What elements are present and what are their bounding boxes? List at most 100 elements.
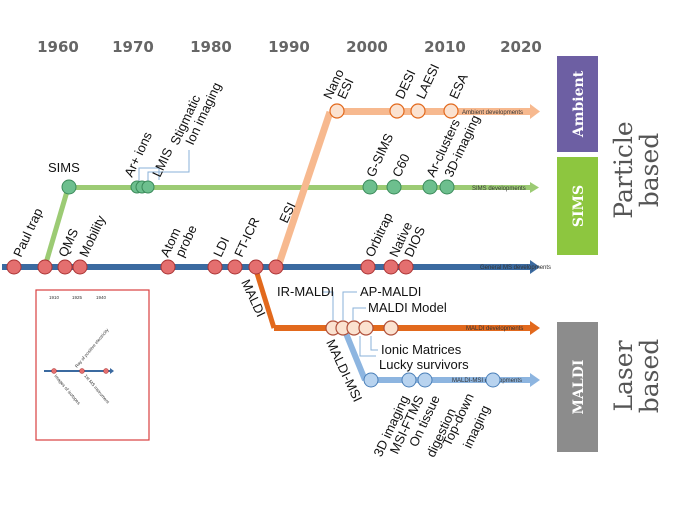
inset-arrowhead: [110, 368, 114, 374]
node-ldi: [207, 259, 223, 275]
ambient-bar: [330, 108, 530, 115]
ambient-labels: Nano ESI DESI LAESI ESA: [320, 62, 471, 102]
category-ambient: Ambient: [557, 56, 598, 152]
node-dios: [398, 259, 414, 275]
node-msi-ftms: [417, 372, 433, 388]
general-ms-line-label: General MS developments: [480, 265, 551, 271]
node-maldi-origin: [248, 259, 264, 275]
side-title-particle-line2: based: [635, 133, 664, 208]
label-laesi: LAESI: [413, 62, 442, 102]
side-title-laser-line1: Laser: [609, 340, 638, 411]
category-maldi-label: MALDI: [571, 360, 587, 415]
inset-node: [51, 368, 57, 374]
maldi-branch: [253, 269, 277, 329]
node-3d-imaging-msi: [401, 372, 417, 388]
connector-maldi-model: [352, 307, 366, 320]
maldi-arrowhead: [530, 321, 540, 335]
maldi-msi-bar: [365, 377, 530, 383]
category-sims-box: [557, 157, 598, 255]
general-ms-bar: [2, 264, 532, 270]
node-maldi-msi: [363, 372, 379, 388]
inset-year: 1910: [49, 295, 60, 300]
node-esi: [268, 259, 284, 275]
year-label: 1980: [190, 38, 232, 56]
inset-border: [35, 289, 150, 441]
label-ionic-matrices: Ionic Matrices: [381, 342, 462, 357]
connector-stigmatic: [147, 150, 190, 186]
node-sims-origin: [37, 259, 53, 275]
node-orbitrap: [360, 259, 376, 275]
node-nano-esi: [329, 103, 345, 119]
general-ms-line: General MS developments: [2, 260, 551, 274]
inset-node: [103, 368, 109, 374]
node-atom-probe: [160, 259, 176, 275]
inset-timeline: 1910 1925 1940 Ray of positive electrici…: [35, 289, 150, 441]
connector-ionic: [370, 336, 378, 351]
side-title-particle: Particle based: [609, 121, 664, 218]
node-native: [383, 259, 399, 275]
sims-branch: [43, 187, 71, 264]
maldi-msi-labels: 3D imaging MSI-FTMS On tissue digestion …: [370, 391, 492, 460]
sims-arrowhead: [530, 182, 539, 193]
sims-nodes: [61, 179, 455, 195]
node-qms: [57, 259, 73, 275]
maldi-line-label: MALDI developments: [466, 326, 523, 332]
inset-year: 1925: [72, 295, 83, 300]
node-lucky-survivors: [358, 320, 374, 336]
node-ft-icr: [227, 259, 243, 275]
node-ionic-matrices: [383, 320, 399, 336]
side-title-particle-line1: Particle: [609, 121, 638, 218]
connector-ap-maldi: [342, 291, 357, 320]
node-c60: [386, 179, 402, 195]
label-esa: ESA: [446, 71, 471, 101]
label-paul-trap: Paul trap: [10, 206, 46, 260]
general-nodes: [6, 259, 414, 275]
label-ldi: LDI: [210, 235, 232, 260]
category-sims-label: SIMS: [571, 185, 587, 227]
year-label: 2010: [424, 38, 466, 56]
year-label: 1970: [112, 38, 154, 56]
category-maldi-box: [557, 322, 598, 452]
inset-year: 1940: [96, 295, 107, 300]
maldi-msi-branch: [342, 329, 368, 382]
label-sims: SIMS: [48, 160, 80, 175]
inset-node: [79, 368, 85, 374]
node-g-sims: [362, 179, 378, 195]
label-lmis: LMIS: [149, 145, 176, 179]
node-3d-imaging: [439, 179, 455, 195]
label-c60: C60: [389, 151, 413, 179]
node-mobility: [72, 259, 88, 275]
year-label: 1960: [37, 38, 79, 56]
maldi-msi-arrowhead: [530, 373, 540, 387]
maldi-line: MALDI developments: [253, 269, 540, 335]
maldi-msi-nodes: [363, 372, 501, 388]
category-sims: SIMS: [557, 157, 598, 255]
sims-bar: [68, 185, 530, 190]
sims-line-label: SIMS developments: [472, 186, 526, 192]
ambient-line: Ambient developments: [275, 104, 540, 266]
node-paul-trap: [6, 259, 22, 275]
label-ir-maldi: IR-MALDI: [277, 284, 334, 299]
node-esa: [443, 103, 459, 119]
node-stigmatic: [141, 180, 155, 194]
category-ambient-label: Ambient: [571, 70, 587, 138]
label-lucky-survivors: Lucky survivors: [379, 357, 469, 372]
node-top-down: [485, 372, 501, 388]
node-laesi: [410, 103, 426, 119]
ambient-branch: [275, 110, 334, 266]
category-maldi: MALDI: [557, 322, 598, 452]
connector-ir-maldi: [322, 291, 334, 320]
maldi-bar: [274, 325, 530, 331]
connector-lucky: [359, 336, 376, 357]
ambient-line-label: Ambient developments: [462, 110, 523, 116]
general-ms-arrowhead: [530, 260, 540, 274]
label-ft-icr: FT-ICR: [231, 215, 262, 259]
label-mobility: Mobility: [76, 213, 108, 260]
label-ap-maldi: AP-MALDI: [360, 284, 421, 299]
node-sims: [61, 179, 77, 195]
connectors: [138, 150, 378, 357]
connector-lmis: [138, 167, 160, 186]
ambient-nodes: [329, 103, 459, 119]
category-ambient-box: [557, 56, 598, 152]
